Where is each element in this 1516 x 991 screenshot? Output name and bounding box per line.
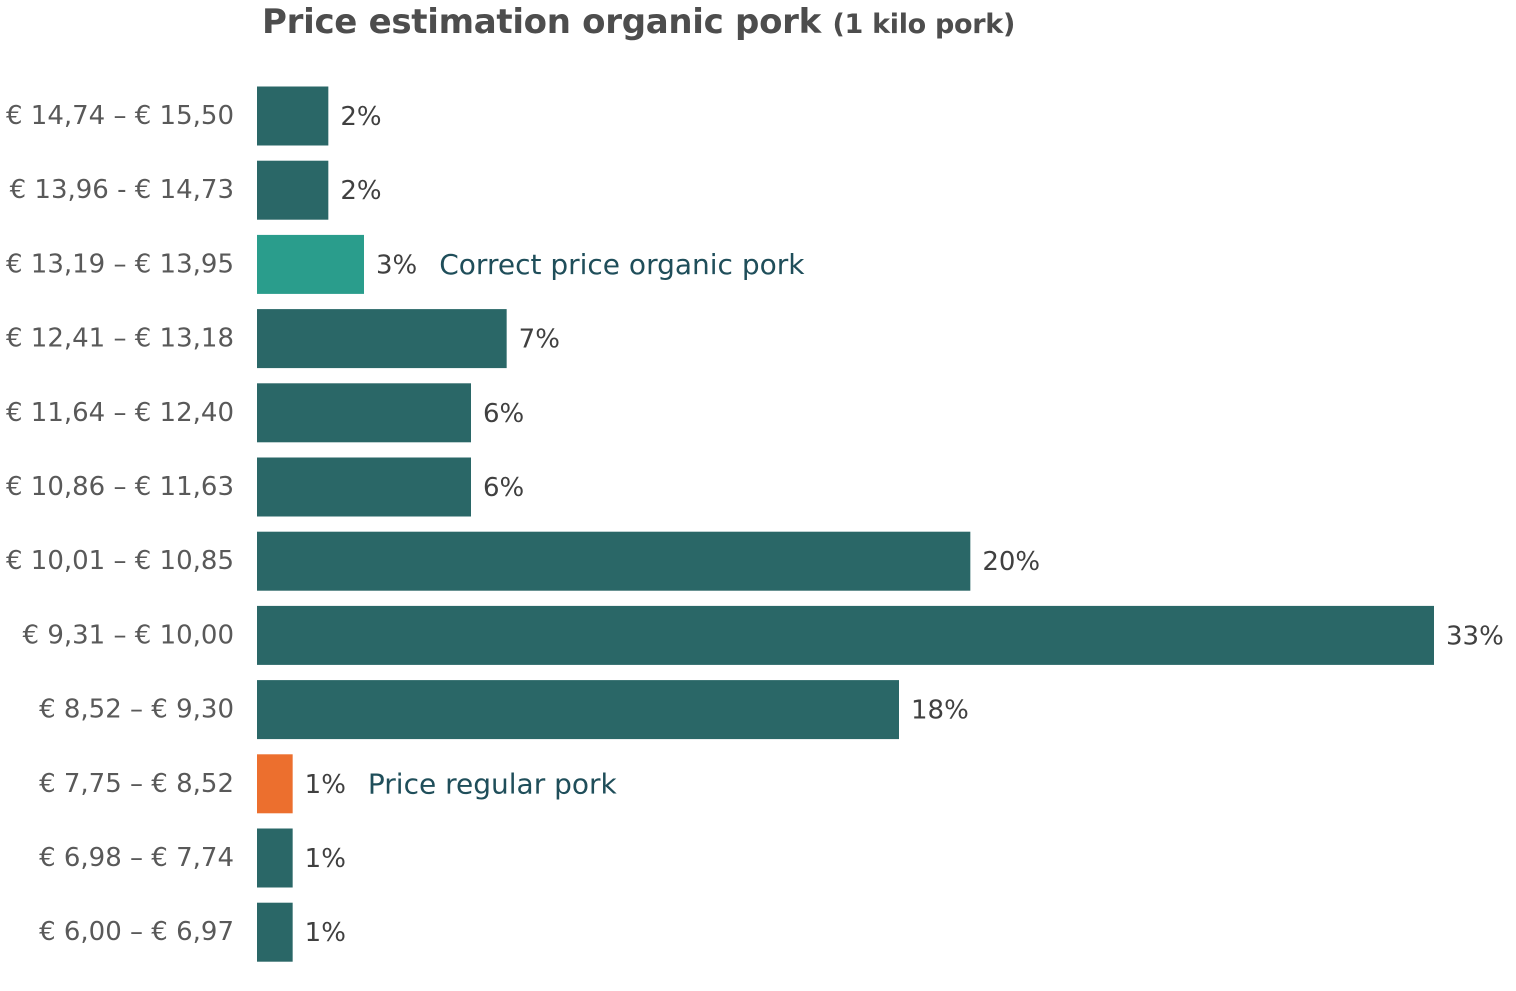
category-label: € 7,75 – € 8,52 bbox=[39, 769, 234, 799]
chart-title: Price estimation organic pork (1 kilo po… bbox=[262, 2, 1015, 42]
category-label: € 10,86 – € 11,63 bbox=[6, 472, 234, 502]
data-label: 1% bbox=[305, 770, 346, 800]
data-label: 1% bbox=[305, 918, 346, 948]
category-label: € 6,00 – € 6,97 bbox=[39, 917, 234, 947]
data-label: 18% bbox=[911, 696, 969, 726]
bar bbox=[257, 754, 293, 814]
data-label: 7% bbox=[519, 325, 560, 355]
bar bbox=[257, 902, 293, 962]
bar bbox=[257, 605, 1434, 665]
chart-title-note: (1 kilo pork) bbox=[832, 9, 1015, 40]
data-label: 3% bbox=[376, 250, 417, 280]
bar bbox=[257, 828, 293, 888]
bar bbox=[257, 531, 971, 591]
data-label: 6% bbox=[483, 399, 524, 429]
bar bbox=[257, 234, 364, 294]
category-label: € 10,01 – € 10,85 bbox=[6, 546, 234, 576]
category-label: € 13,96 - € 14,73 bbox=[10, 175, 234, 205]
bar bbox=[257, 457, 471, 517]
data-label: 2% bbox=[340, 102, 381, 132]
data-label: 1% bbox=[305, 844, 346, 874]
annotation-label: Correct price organic pork bbox=[439, 248, 805, 281]
data-label: 20% bbox=[982, 547, 1040, 577]
category-label: € 14,74 – € 15,50 bbox=[6, 101, 234, 131]
data-label: 2% bbox=[340, 176, 381, 206]
category-label: € 8,52 – € 9,30 bbox=[39, 695, 234, 725]
category-label: € 9,31 – € 10,00 bbox=[23, 620, 234, 650]
bar bbox=[257, 680, 899, 740]
data-label: 33% bbox=[1446, 621, 1504, 651]
annotation-label: Price regular pork bbox=[368, 767, 618, 800]
data-label: 6% bbox=[483, 473, 524, 503]
bar bbox=[257, 160, 329, 220]
category-label: € 12,41 – € 13,18 bbox=[6, 324, 234, 354]
category-label: € 6,98 – € 7,74 bbox=[39, 843, 234, 873]
chart-title-main: Price estimation organic pork bbox=[262, 2, 821, 42]
category-label: € 11,64 – € 12,40 bbox=[6, 398, 234, 428]
bar bbox=[257, 383, 471, 443]
bar bbox=[257, 86, 329, 146]
bar bbox=[257, 309, 507, 369]
category-label: € 13,19 – € 13,95 bbox=[6, 249, 234, 279]
